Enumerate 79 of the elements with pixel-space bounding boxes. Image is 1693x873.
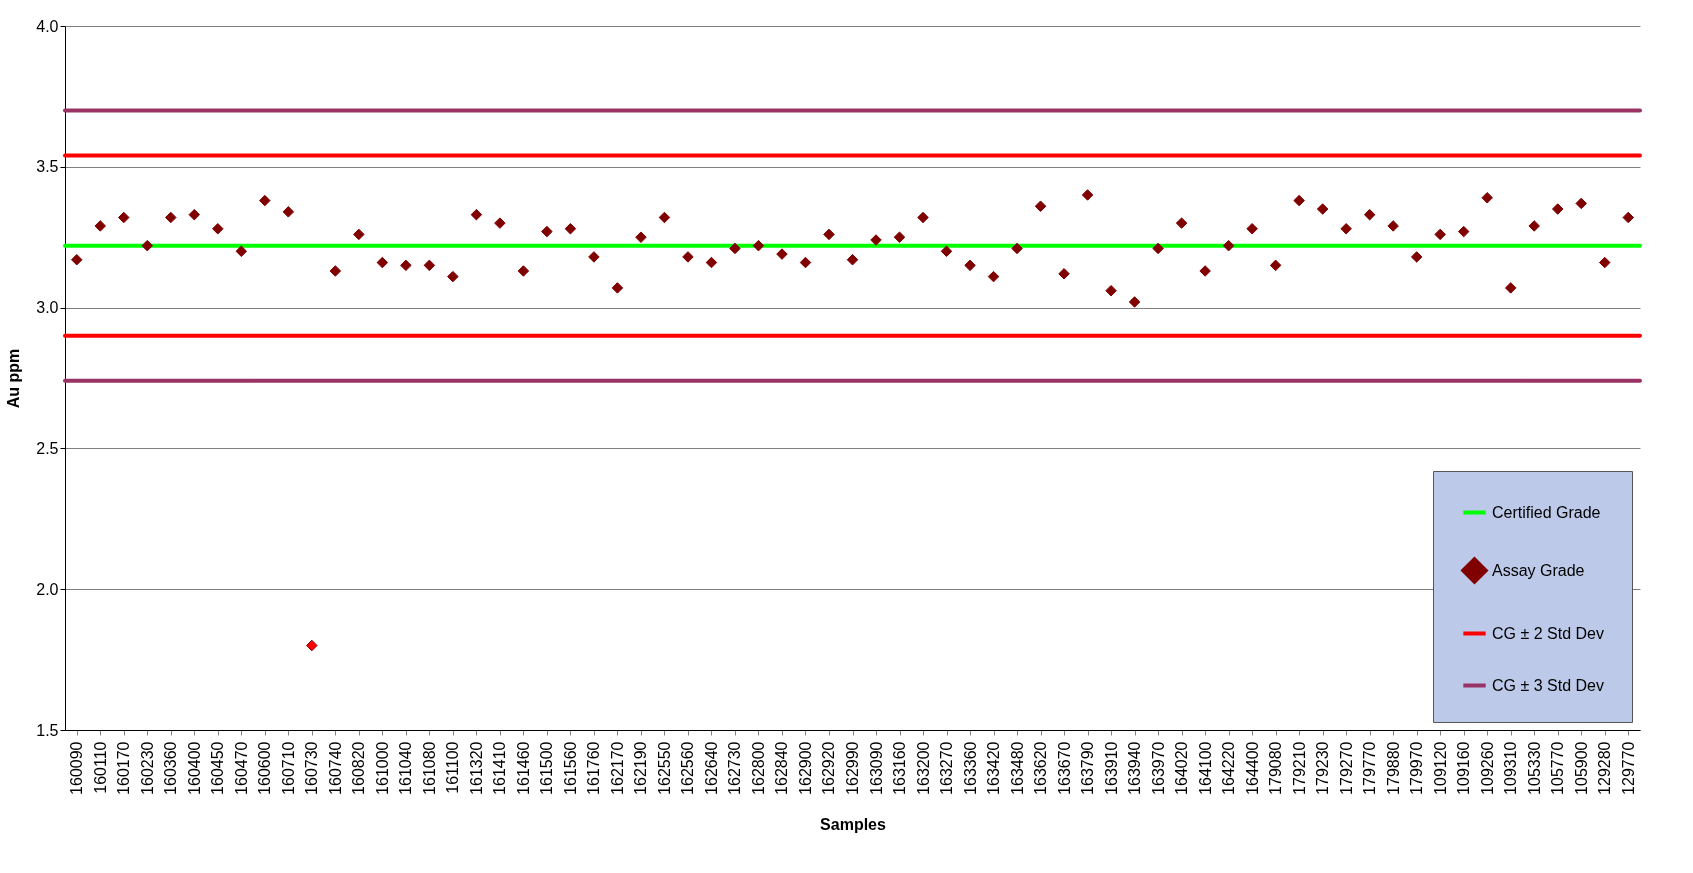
x-tick-label: 160730 [303,741,321,795]
x-tick-label: 162640 [702,741,720,795]
x-tick-label: 161320 [467,741,485,795]
x-tick-label: 179270 [1337,741,1355,795]
x-tick-label: 160170 [115,741,133,795]
x-tick-label: 105900 [1572,741,1590,795]
x-tick-label: 160710 [279,741,297,795]
x-tick-label: 163670 [1055,741,1073,795]
x-tick-label: 161080 [420,741,438,795]
x-tick-label: 179880 [1384,741,1402,795]
y-tick-label: 2.0 [36,580,59,598]
legend-label: Certified Grade [1492,503,1601,521]
x-tick-label: 162800 [749,741,767,795]
legend-label: CG ± 2 Std Dev [1492,624,1604,642]
x-tick-label: 109120 [1431,741,1449,795]
x-tick-label: 160450 [209,741,227,795]
x-tick-label: 161760 [585,741,603,795]
x-tick-label: 129280 [1596,741,1614,795]
x-tick-label: 163160 [891,741,909,795]
x-tick-label: 161100 [444,741,462,794]
x-tick-label: 179210 [1290,741,1308,795]
x-tick-label: 161560 [561,741,579,795]
x-tick-label: 160470 [232,741,250,795]
x-tick-label: 129770 [1619,741,1637,795]
x-tick-label: 179230 [1314,741,1332,795]
y-tick-label: 3.0 [36,299,59,317]
x-tick-label: 163790 [1079,741,1097,795]
x-axis-title: Samples [820,815,887,833]
x-tick-label: 160360 [162,741,180,795]
x-tick-label: 161040 [397,741,415,795]
x-tick-label: 160740 [326,741,344,795]
y-tick-label: 3.5 [36,158,59,176]
x-tick-label: 162920 [820,741,838,795]
x-tick-label: 105770 [1549,741,1567,795]
x-tick-label: 161410 [491,741,509,795]
x-tick-label: 164400 [1243,741,1261,795]
x-tick-label: 162190 [632,741,650,795]
y-tick-label: 1.5 [36,721,59,739]
x-tick-label: 162730 [726,741,744,795]
x-tick-label: 161460 [514,741,532,795]
x-tick-label: 164100 [1196,741,1214,795]
y-tick-label: 4.0 [36,17,59,35]
x-tick-label: 179080 [1267,741,1285,795]
x-tick-label: 163910 [1102,741,1120,795]
x-tick-label: 162990 [844,741,861,795]
x-tick-label: 164020 [1173,741,1191,795]
x-tick-label: 163480 [1008,741,1026,795]
x-tick-label: 179970 [1408,741,1426,795]
x-tick-label: 160090 [68,741,86,795]
x-tick-label: 163620 [1032,741,1050,795]
x-tick-label: 161000 [373,741,391,795]
x-tick-label: 162560 [679,741,697,795]
x-tick-label: 162900 [796,741,814,795]
y-axis-title: Au ppm [5,348,23,409]
legend-label: CG ± 3 Std Dev [1492,676,1604,694]
x-tick-label: 163090 [867,741,885,795]
x-tick-label: 109260 [1478,741,1496,795]
x-tick-label: 160400 [185,741,203,795]
legend-label: Assay Grade [1492,561,1585,579]
x-tick-label: 163270 [938,741,956,795]
x-tick-label: 161500 [538,741,556,795]
x-tick-label: 163420 [985,741,1003,795]
x-tick-label: 109160 [1455,741,1473,795]
x-tick-label: 162550 [655,741,673,795]
x-tick-label: 163940 [1126,741,1144,795]
x-tick-label: 179770 [1361,741,1379,795]
x-tick-label: 160600 [256,741,274,795]
x-tick-label: 160820 [350,741,368,795]
x-tick-label: 162170 [608,741,626,795]
x-tick-label: 109310 [1502,741,1520,795]
x-tick-label: 162840 [773,741,791,795]
x-tick-label: 163200 [914,741,932,795]
y-tick-label: 2.5 [36,439,59,457]
x-tick-label: 160110 [91,741,109,794]
x-tick-label: 164220 [1220,741,1238,795]
x-tick-label: 163360 [961,741,979,795]
x-tick-label: 163970 [1149,741,1167,795]
x-tick-label: 160230 [138,741,156,795]
x-tick-label: 105330 [1525,741,1543,795]
